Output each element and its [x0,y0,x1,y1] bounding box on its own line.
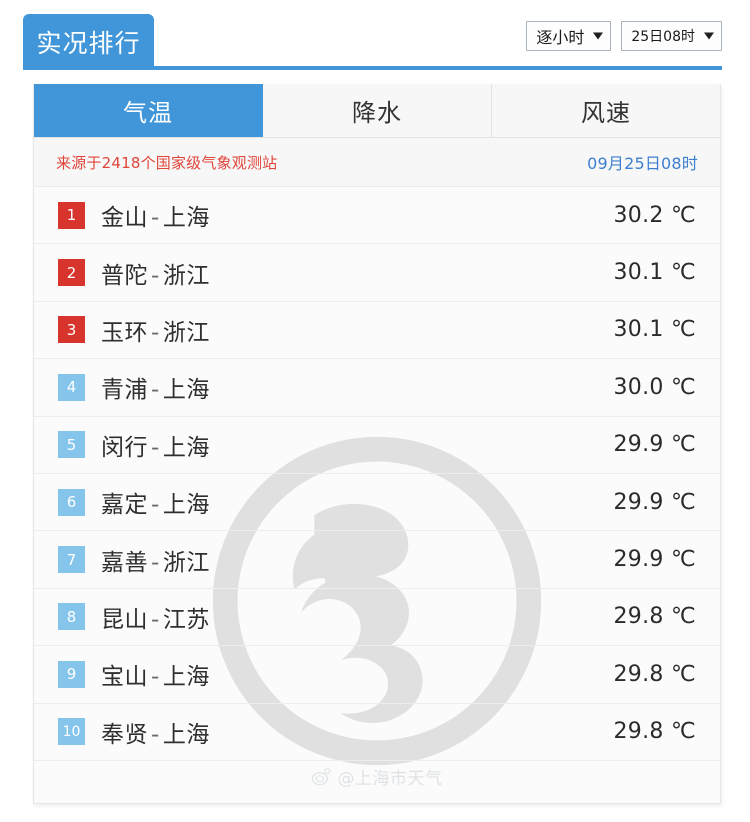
table-row[interactable]: 8 昆山 - 江苏 29.8 ℃ [34,589,720,647]
station-label: 昆山 [101,606,148,633]
province-label: 上海 [162,492,210,519]
chevron-down-icon [704,32,714,40]
separator: - [151,434,160,461]
temperature-value: 29.8 ℃ [613,661,696,687]
province-label: 上海 [162,434,210,461]
separator: - [151,606,160,633]
rank-badge: 6 [58,488,85,516]
province-label: 上海 [162,664,210,691]
weibo-handle: @上海市天气 [337,769,443,789]
station-label: 嘉定 [101,492,148,519]
rank-badge: 8 [58,603,85,631]
rank-badge: 5 [58,431,85,459]
table-row[interactable]: 5 闵行 - 上海 29.9 ℃ [34,417,720,474]
table-row[interactable]: 3 玉环 - 浙江 30.1 ℃ [34,302,720,360]
page-title-tab[interactable]: 实况排行 [23,14,154,70]
temperature-value: 29.9 ℃ [613,432,696,458]
tab-windspeed[interactable]: 风速 [492,84,720,137]
province-label: 江苏 [162,606,210,633]
station-label: 青浦 [101,377,148,404]
rank-badge: 3 [58,316,85,344]
temperature-value: 29.8 ℃ [613,604,696,630]
table-row[interactable]: 2 普陀 - 浙江 30.1 ℃ [34,244,720,302]
separator: - [151,319,160,346]
station-label: 玉环 [101,319,148,346]
station-name: 嘉善 - 浙江 [101,543,210,577]
station-label: 嘉善 [101,549,148,576]
separator: - [151,492,160,519]
station-name: 昆山 - 江苏 [101,600,210,634]
tab-precipitation[interactable]: 降水 [263,84,492,137]
ranking-list: 1 金山 - 上海 30.2 ℃ 2 普陀 - 浙江 30.1 ℃ 3 玉环 - 浙江 30… [34,187,720,761]
table-row[interactable]: 6 嘉定 - 上海 29.9 ℃ [34,474,720,532]
tab-windspeed-label: 风速 [581,99,631,127]
temperature-value: 30.0 ℃ [613,374,696,400]
page-title: 实况排行 [36,29,141,58]
station-name: 闵行 - 上海 [101,428,210,462]
separator: - [151,377,160,404]
province-label: 上海 [162,205,210,232]
temperature-value: 29.9 ℃ [613,547,696,573]
weibo-watermark: @上海市天气 [311,764,443,789]
temperature-value: 29.8 ℃ [613,719,696,745]
rank-badge: 9 [58,660,85,688]
rank-badge: 4 [58,373,85,401]
station-name: 宝山 - 上海 [101,657,210,691]
station-label: 金山 [101,205,148,232]
rank-badge: 1 [58,201,85,229]
station-name: 奉贤 - 上海 [101,715,210,749]
chevron-down-icon [593,32,604,40]
station-label: 普陀 [101,262,148,289]
station-label: 宝山 [101,664,148,691]
separator: - [151,205,160,232]
time-select[interactable]: 25日08时 [621,21,722,51]
weibo-eye-icon [311,767,331,785]
tab-temperature-label: 气温 [123,99,173,127]
station-label: 奉贤 [101,721,148,748]
header-controls: 逐小时 25日08时 [526,21,722,51]
header-underline [23,66,722,70]
station-label: 闵行 [101,434,148,461]
station-name: 普陀 - 浙江 [101,256,210,290]
rank-badge: 2 [58,259,85,287]
table-row[interactable]: 10 奉贤 - 上海 29.8 ℃ [34,704,720,761]
tab-precipitation-label: 降水 [352,99,402,127]
temperature-value: 30.1 ℃ [613,317,696,343]
metric-tabs: 气温 降水 风速 [34,84,720,138]
rank-badge: 10 [58,718,85,746]
rank-badge: 7 [58,546,85,574]
table-row[interactable]: 1 金山 - 上海 30.2 ℃ [34,187,720,245]
province-label: 浙江 [162,319,210,346]
table-row[interactable]: 7 嘉善 - 浙江 29.9 ℃ [34,531,720,589]
page-header: 实况排行 逐小时 25日08时 [0,0,750,70]
interval-select[interactable]: 逐小时 [526,21,612,51]
station-name: 青浦 - 上海 [101,370,210,404]
tab-temperature[interactable]: 气温 [34,84,263,137]
station-name: 玉环 - 浙江 [101,313,210,347]
separator: - [151,664,160,691]
separator: - [151,549,160,576]
separator: - [151,721,160,748]
table-row[interactable]: 4 青浦 - 上海 30.0 ℃ [34,359,720,417]
province-label: 上海 [162,377,210,404]
separator: - [151,262,160,289]
interval-select-value: 逐小时 [536,28,585,47]
province-label: 上海 [162,721,210,748]
temperature-value: 30.2 ℃ [613,202,696,228]
temperature-value: 30.1 ℃ [613,260,696,286]
ranking-card: 气温 降水 风速 来源于2418个国家级气象观测站 09月25日08时 1 金山… [33,84,721,804]
source-row: 来源于2418个国家级气象观测站 09月25日08时 [34,138,720,187]
province-label: 浙江 [162,549,210,576]
source-text: 来源于2418个国家级气象观测站 [56,153,278,172]
time-select-value: 25日08时 [631,29,695,45]
temperature-value: 29.9 ℃ [613,489,696,515]
table-row[interactable]: 9 宝山 - 上海 29.8 ℃ [34,646,720,704]
source-timestamp: 09月25日08时 [587,154,698,173]
province-label: 浙江 [162,262,210,289]
station-name: 金山 - 上海 [101,198,210,232]
station-name: 嘉定 - 上海 [101,485,210,519]
